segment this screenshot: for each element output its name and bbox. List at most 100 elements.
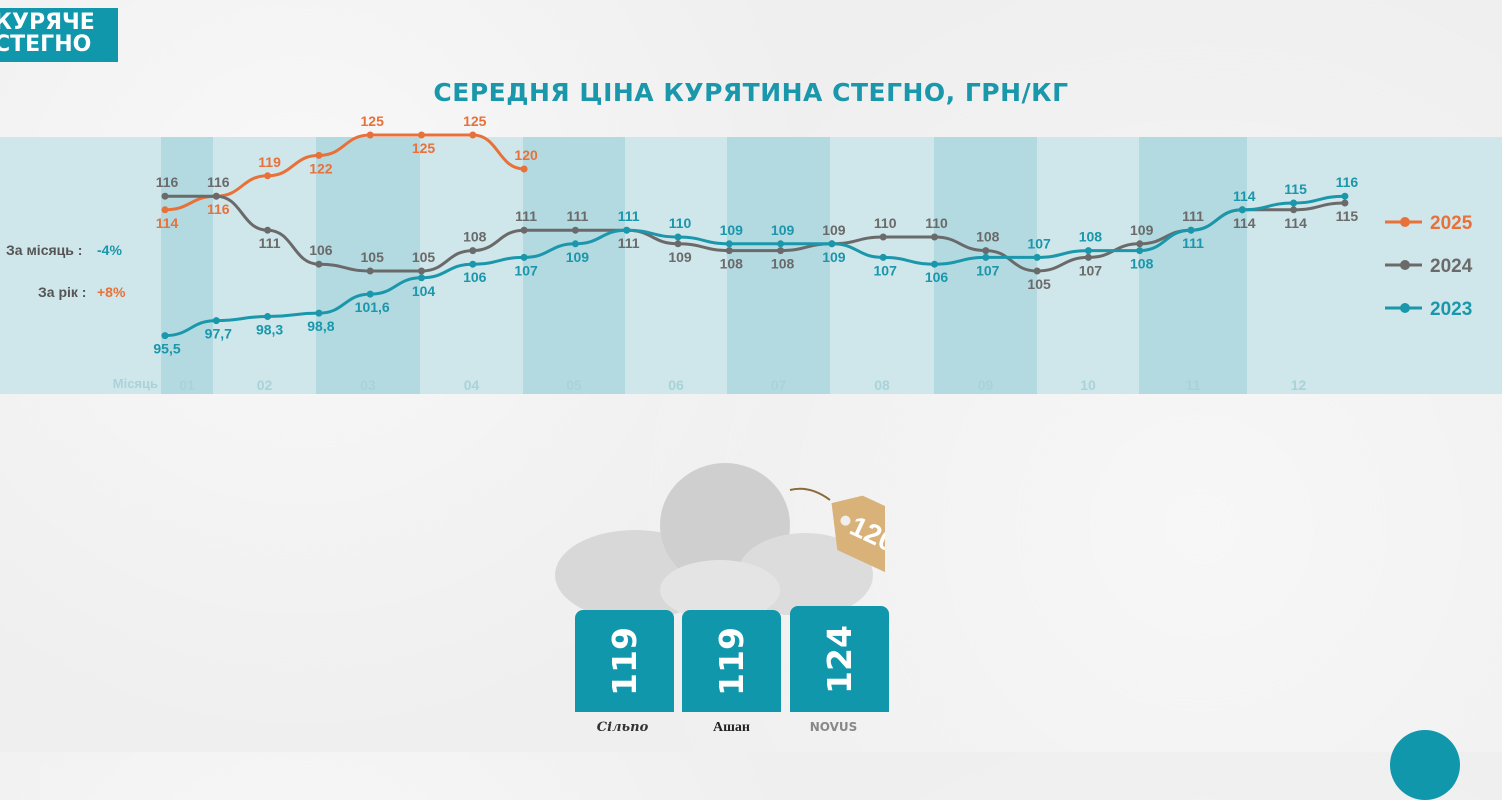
data-label-2024: 110 <box>874 215 897 231</box>
legend-marker-2024 <box>1400 260 1410 270</box>
data-label-2023: 108 <box>1079 229 1103 245</box>
data-point-2024 <box>161 192 169 200</box>
data-label-2023: 98,8 <box>307 318 334 334</box>
data-label-2024: 105 <box>412 249 436 265</box>
data-label-2023: 111 <box>618 208 640 224</box>
data-label-2024: 109 <box>668 249 692 265</box>
month-band <box>727 137 830 394</box>
data-label-2024: 108 <box>463 229 487 245</box>
data-label-2023: 107 <box>976 262 1000 278</box>
data-point-2023 <box>623 226 631 234</box>
data-label-2024: 107 <box>1079 262 1103 278</box>
legend-label-2025: 2025 <box>1430 213 1473 234</box>
data-label-2024: 116 <box>156 174 179 190</box>
data-label-2024: 111 <box>1182 208 1204 224</box>
series-line-2023 <box>164 194 1345 338</box>
data-point-2023 <box>725 240 733 248</box>
data-label-2024: 111 <box>515 208 537 224</box>
data-point-2024 <box>366 267 374 275</box>
data-label-2023: 104 <box>412 283 436 299</box>
data-point-2024 <box>931 233 938 241</box>
data-label-2024: 108 <box>720 256 744 272</box>
data-label-2024: 109 <box>822 222 846 238</box>
data-point-2024 <box>674 240 682 248</box>
legend-marker-2025 <box>1400 217 1410 227</box>
data-label-2024: 108 <box>771 256 795 272</box>
data-point-2024 <box>1033 267 1041 275</box>
data-point-2024 <box>725 247 733 255</box>
data-point-2023 <box>264 313 272 321</box>
month-band <box>1139 137 1247 394</box>
data-label-2023: 97,7 <box>205 326 232 342</box>
data-label-2024: 115 <box>1336 208 1359 224</box>
data-point-2024 <box>469 247 477 255</box>
legend-label-2023: 2023 <box>1430 299 1472 320</box>
data-label-2024: 111 <box>566 208 588 224</box>
month-change-value: -4% <box>97 242 122 258</box>
data-point-2025 <box>264 172 272 180</box>
data-label-2024: 110 <box>925 215 948 231</box>
year-change-value: +8% <box>97 284 126 300</box>
year-change-label: За рік : <box>38 284 86 300</box>
data-label-2024: 111 <box>259 235 281 251</box>
x-tick-label: 09 <box>978 377 994 393</box>
data-label-2023: 108 <box>1130 256 1154 272</box>
chicken-thigh-illustration: 120 * <box>555 463 885 615</box>
data-label-2025: 125 <box>463 113 487 129</box>
data-label-2023: 115 <box>1284 181 1307 197</box>
data-label-2024: 106 <box>309 242 333 258</box>
data-point-2023 <box>931 260 938 268</box>
data-label-2024: 114 <box>1284 215 1307 231</box>
data-label-2025: 114 <box>156 215 179 231</box>
data-label-2025: 125 <box>361 113 385 129</box>
store-name-novus: NOVUS <box>809 720 858 734</box>
store-name-auchan: Ашан <box>713 720 750 735</box>
x-axis-title: Місяць <box>113 376 158 391</box>
legend-label-2024: 2024 <box>1430 256 1473 277</box>
data-point-2023 <box>1136 247 1144 255</box>
data-point-2024 <box>879 233 887 241</box>
help-button[interactable] <box>1390 730 1460 800</box>
data-point-2023 <box>212 317 220 325</box>
x-tick-label: 05 <box>566 377 582 393</box>
data-label-2024: 116 <box>207 174 230 190</box>
data-label-2025: 116 <box>207 201 230 217</box>
data-point-2024 <box>212 192 220 200</box>
data-label-2024: 105 <box>361 249 385 265</box>
x-tick-label: 02 <box>257 377 273 393</box>
data-label-2023: 116 <box>1336 174 1359 190</box>
data-label-2025: 122 <box>309 160 333 176</box>
data-point-2025 <box>469 131 477 139</box>
data-point-2024 <box>520 226 528 234</box>
month-change-label: За місяць : <box>6 242 82 258</box>
data-label-2024: 108 <box>976 229 1000 245</box>
data-point-2023 <box>1084 247 1092 255</box>
price-line-chart: Місяць 01 02 03 04 05 06 07 08 09 10 11 12 114 116 119 1… <box>0 113 1502 394</box>
x-tick-label: 04 <box>464 377 480 393</box>
store-price-silpo: 119 <box>604 626 644 696</box>
data-label-2023: 98,3 <box>256 322 283 338</box>
data-point-2023 <box>161 332 169 340</box>
data-point-2023 <box>1341 192 1349 200</box>
data-point-2023 <box>1033 253 1041 261</box>
store-price-auchan: 119 <box>711 626 751 696</box>
data-point-2023 <box>1187 226 1195 234</box>
x-tick-label: 12 <box>1291 377 1307 393</box>
data-point-2023 <box>777 240 785 248</box>
data-point-2025 <box>418 131 425 139</box>
data-point-2023 <box>674 233 682 241</box>
data-label-2023: 111 <box>1182 235 1204 251</box>
data-label-2025: 119 <box>258 154 281 170</box>
data-point-2024 <box>418 267 425 275</box>
x-tick-label: 03 <box>360 377 376 393</box>
x-tick-label: 06 <box>668 377 684 393</box>
data-point-2024 <box>315 260 323 268</box>
series-line-2024 <box>165 194 1345 273</box>
data-label-2023: 114 <box>1233 188 1256 204</box>
store-name-silpo: Сільпо <box>596 720 649 735</box>
data-label-2023: 106 <box>463 269 487 285</box>
data-point-2024 <box>1341 199 1349 207</box>
data-point-2023 <box>315 309 323 317</box>
data-point-2023 <box>418 274 425 282</box>
data-point-2023 <box>828 240 836 248</box>
